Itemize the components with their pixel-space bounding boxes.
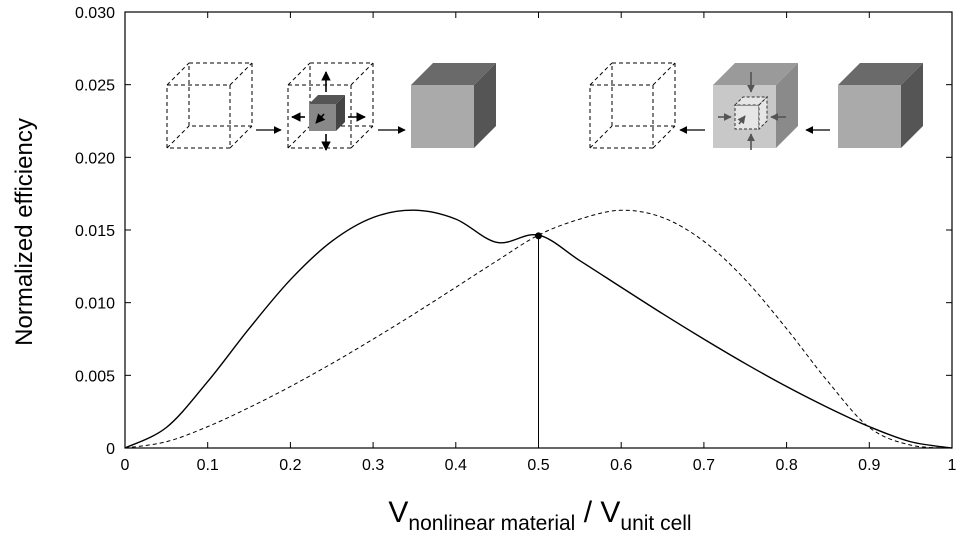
y-tick-label: 0 — [106, 441, 115, 458]
x-title-slash: / — [575, 496, 600, 529]
inset-left — [166, 62, 496, 151]
filled-cell-icon — [838, 63, 923, 148]
y-tick-label: 0.010 — [75, 296, 115, 313]
x-tick-label: 0.9 — [858, 457, 880, 474]
x-tick-label: 0.7 — [693, 457, 715, 474]
y-tick-label: 0.030 — [75, 5, 115, 22]
growing-core-icon — [287, 62, 374, 151]
x-tick-label: 0 — [121, 457, 130, 474]
y-tick-label: 0.020 — [75, 150, 115, 167]
x-tick-label: 1 — [948, 457, 957, 474]
x-tick-label: 0.1 — [197, 457, 219, 474]
empty-cell-icon — [166, 62, 253, 149]
x-axis-title: Vnonlinear material / Vunit cell — [388, 496, 691, 535]
x-title-sub1: nonlinear material — [408, 512, 575, 535]
dashed-series-line — [124, 209, 953, 449]
x-tick-label: 0.6 — [610, 457, 632, 474]
y-axis: 0 0.005 0.010 0.015 0.020 0.025 0.030 — [75, 5, 952, 458]
x-tick-label: 0.3 — [362, 457, 384, 474]
inset-right — [589, 62, 923, 150]
series-layer — [124, 209, 953, 449]
empty-cell-icon — [589, 62, 676, 149]
x-title-v2: V — [600, 496, 620, 529]
x-title-v1: V — [388, 496, 408, 529]
y-tick-label: 0.025 — [75, 78, 115, 95]
x-tick-label: 0.4 — [445, 457, 467, 474]
intersection-point — [535, 232, 542, 240]
x-tick-label: 0.5 — [527, 457, 549, 474]
y-tick-label: 0.015 — [75, 223, 115, 240]
y-tick-label: 0.005 — [75, 368, 115, 385]
x-tick-label: 0.8 — [775, 457, 797, 474]
filled-cell-icon — [411, 63, 496, 148]
x-title-sub2: unit cell — [620, 512, 691, 535]
x-tick-label: 0.2 — [279, 457, 301, 474]
x-axis: 0 0.1 0.2 0.3 0.4 0.5 0.6 0.7 0.8 0.9 1 — [121, 12, 957, 474]
shrinking-core-icon — [713, 63, 798, 150]
y-axis-title: Normalized efficiency — [11, 118, 38, 346]
